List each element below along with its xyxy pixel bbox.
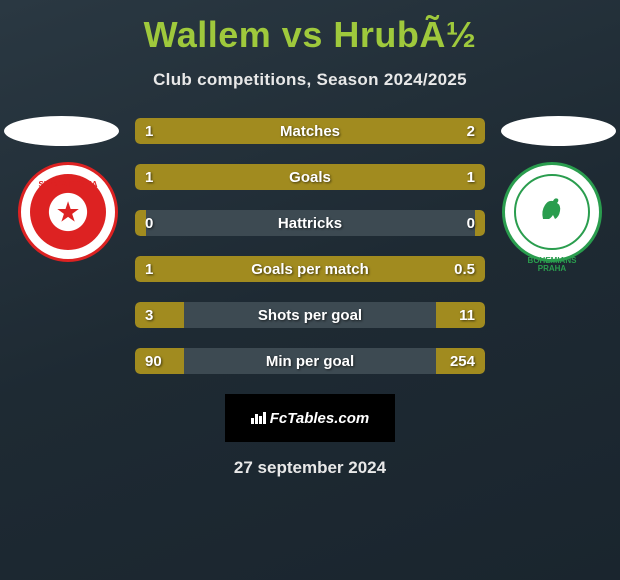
badge-text-right: BOHEMIANS PRAHA — [505, 257, 599, 273]
stat-label: Min per goal — [135, 353, 485, 370]
stat-bar: 3Shots per goal11 — [135, 302, 485, 328]
stat-value-right: 11 — [459, 307, 475, 324]
stat-value-right: 0 — [467, 215, 475, 232]
club-badge-left: SLAVIA PRAHA ★ FOTBAL — [18, 162, 118, 262]
stat-value-right: 0.5 — [454, 261, 475, 278]
watermark: FcTables.com — [225, 394, 395, 442]
watermark-text: FcTables.com — [270, 410, 369, 427]
stat-label: Hattricks — [135, 215, 485, 232]
flag-left — [4, 116, 119, 146]
club-badge-right: BOHEMIANS PRAHA — [502, 162, 602, 262]
stat-value-right: 1 — [467, 169, 475, 186]
stat-bar: 90Min per goal254 — [135, 348, 485, 374]
badge-text-left-bottom: FOTBAL — [30, 235, 106, 244]
stat-bar: 0Hattricks0 — [135, 210, 485, 236]
stat-value-right: 254 — [450, 353, 475, 370]
stat-bar: 1Goals1 — [135, 164, 485, 190]
star-icon: ★ — [55, 196, 80, 229]
stat-label: Matches — [135, 123, 485, 140]
stat-label: Goals — [135, 169, 485, 186]
stats-bars: 1Matches21Goals10Hattricks01Goals per ma… — [135, 118, 485, 374]
stat-bar: 1Matches2 — [135, 118, 485, 144]
badge-inner-left: SLAVIA PRAHA ★ FOTBAL — [30, 174, 106, 250]
flag-right — [501, 116, 616, 146]
page-title: Wallem vs HrubÃ½ — [0, 0, 620, 56]
chart-icon — [251, 412, 266, 424]
stat-value-right: 2 — [467, 123, 475, 140]
badge-text-left-top: SLAVIA PRAHA — [30, 180, 106, 189]
stat-bar: 1Goals per match0.5 — [135, 256, 485, 282]
comparison-content: SLAVIA PRAHA ★ FOTBAL BOHEMIANS PRAHA 1M… — [0, 118, 620, 374]
stat-label: Shots per goal — [135, 307, 485, 324]
badge-inner-right — [514, 174, 590, 250]
stat-label: Goals per match — [135, 261, 485, 278]
subtitle: Club competitions, Season 2024/2025 — [0, 70, 620, 90]
date: 27 september 2024 — [0, 458, 620, 478]
kangaroo-icon — [535, 191, 569, 234]
